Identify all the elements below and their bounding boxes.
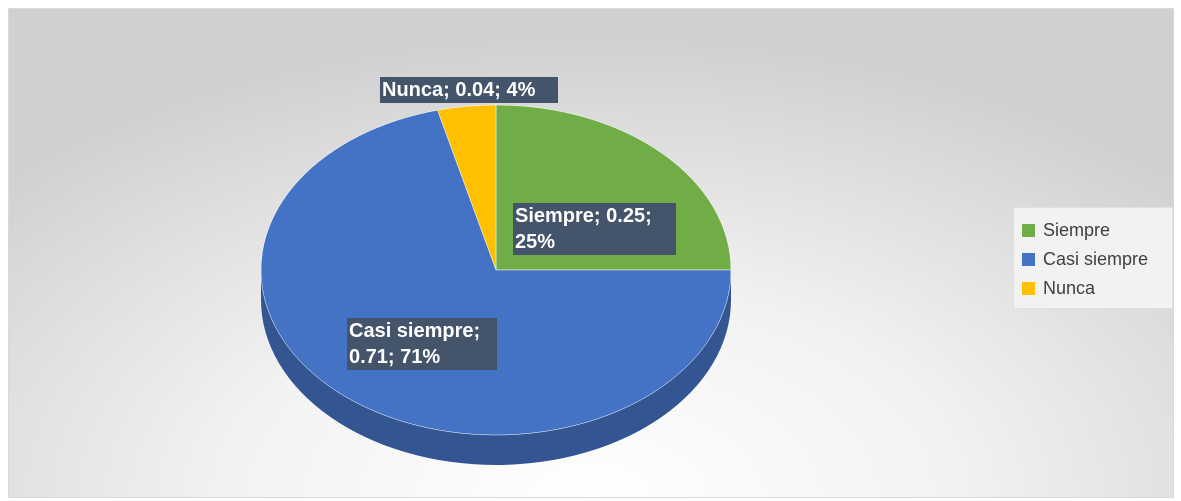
legend-item: Nunca <box>1014 274 1172 303</box>
legend-item: Siempre <box>1014 216 1172 245</box>
legend-label: Casi siempre <box>1043 249 1149 269</box>
legend-swatch <box>1022 282 1035 295</box>
legend-item: Casi siempre <box>1014 245 1172 274</box>
data-label: Casi siempre; 0.71; 71% <box>347 318 497 370</box>
data-label: Nunca; 0.04; 4% <box>380 77 558 103</box>
legend-label: Nunca <box>1043 278 1096 298</box>
legend-swatch <box>1022 253 1035 266</box>
pie-slice <box>437 104 497 271</box>
pie-side <box>261 270 731 465</box>
legend-swatch <box>1022 224 1035 237</box>
legend: Siempre Casi siempre Nunca <box>1013 207 1173 309</box>
legend-label: Siempre <box>1043 220 1111 240</box>
data-label: Siempre; 0.25; 25% <box>513 203 676 255</box>
